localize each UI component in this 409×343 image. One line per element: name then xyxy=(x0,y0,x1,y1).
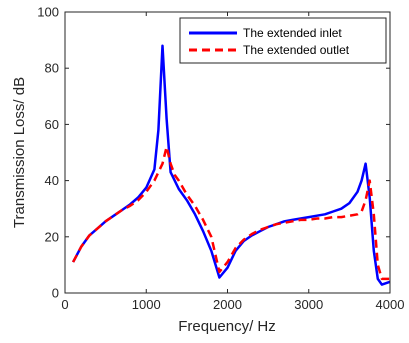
y-tick-label: 100 xyxy=(37,5,59,20)
y-axis-ticks: 0 20 40 60 80 100 xyxy=(37,5,390,301)
series-layer xyxy=(71,44,391,286)
legend-box xyxy=(179,17,387,64)
legend: The extended inlet The extended outlet xyxy=(179,17,387,64)
x-tick-label: 1000 xyxy=(132,297,161,312)
series-line-extended-inlet xyxy=(71,44,391,286)
x-tick-label: 0 xyxy=(61,297,68,312)
series-line-extended-outlet xyxy=(71,145,390,281)
y-tick-label: 0 xyxy=(52,286,59,301)
x-tick-label: 3000 xyxy=(294,297,323,312)
y-axis-label: Transmission Loss/ dB xyxy=(11,77,28,228)
y-tick-label: 80 xyxy=(45,61,59,76)
legend-label-extended-outlet: The extended outlet xyxy=(243,43,350,57)
y-tick-label: 60 xyxy=(45,117,59,132)
y-tick-label: 40 xyxy=(45,173,59,188)
x-axis-label: Frequency/ Hz xyxy=(178,318,276,335)
x-axis-ticks: 0 1000 2000 3000 4000 xyxy=(61,12,404,312)
x-tick-label: 2000 xyxy=(213,297,242,312)
x-tick-label: 4000 xyxy=(376,297,405,312)
y-tick-label: 20 xyxy=(45,229,59,244)
legend-label-extended-inlet: The extended inlet xyxy=(243,26,342,40)
